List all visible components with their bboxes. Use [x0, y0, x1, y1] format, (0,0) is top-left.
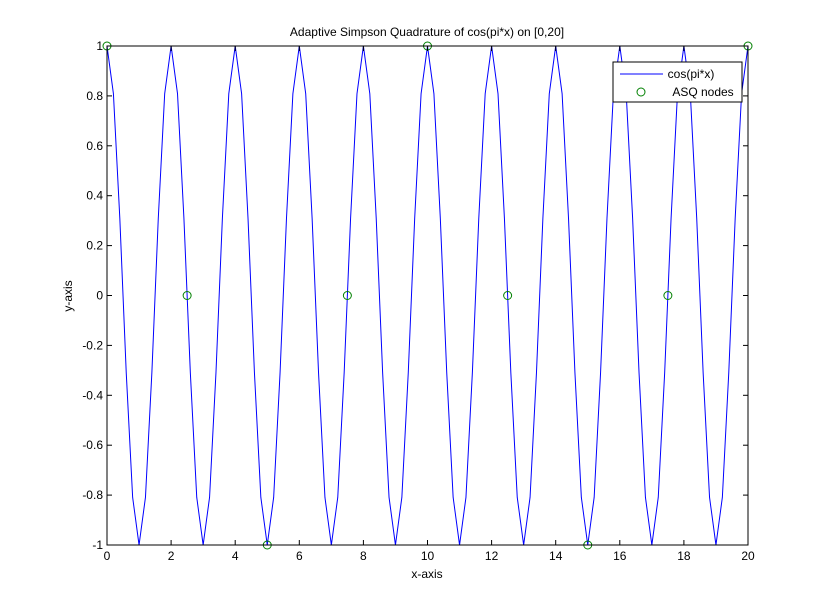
x-tick-label: 12 [485, 549, 499, 563]
y-tick-label: -0.2 [82, 338, 103, 352]
chart-title: Adaptive Simpson Quadrature of cos(pi*x)… [290, 25, 564, 39]
asq-node-point [342, 291, 352, 300]
axes-background [107, 46, 748, 545]
x-tick-label: 16 [613, 549, 627, 563]
legend: cos(pi*x) ASQ nodes [612, 61, 743, 103]
x-tick-label: 18 [677, 549, 691, 563]
y-axis-label: y-axis [61, 280, 75, 311]
plot-area: 0 2 4 6 8 10 12 14 16 18 20 -1 -0.8 -0.6 -0.4 -0.2 0 0.2 0… [82, 39, 755, 563]
legend-label-nodes: ASQ nodes [672, 85, 733, 99]
x-tick-label: 8 [360, 549, 367, 563]
legend-label-cos: cos(pi*x) [668, 67, 715, 81]
y-tick-label: -0.8 [82, 488, 103, 502]
y-tick-label: -1 [92, 538, 103, 552]
asq-node-point [663, 291, 673, 300]
x-tick-label: 6 [296, 549, 303, 563]
asq-node-point [182, 291, 192, 300]
x-tick-label: 20 [741, 549, 755, 563]
y-tick-label: -0.4 [82, 388, 103, 402]
y-tick-label: -0.6 [82, 438, 103, 452]
y-tick-label: 0.4 [86, 189, 103, 203]
y-tick-label: 0.8 [86, 89, 103, 103]
legend-box [612, 61, 743, 103]
ticks-layer: 0 2 4 6 8 10 12 14 16 18 20 -1 -0.8 -0.6 -0.4 -0.2 0 0.2 0… [82, 39, 755, 563]
x-axis-label: x-axis [411, 567, 442, 581]
asq-node-point [503, 291, 513, 300]
x-tick-label: 10 [421, 549, 435, 563]
x-tick-label: 0 [104, 549, 111, 563]
x-tick-label: 14 [549, 549, 563, 563]
legend-marker-swatch [636, 87, 646, 97]
y-tick-label: 0.6 [86, 139, 103, 153]
y-tick-label: 1 [96, 39, 103, 53]
x-tick-label: 2 [168, 549, 175, 563]
x-tick-label: 4 [232, 549, 239, 563]
y-tick-label: 0 [96, 289, 103, 303]
y-tick-label: 0.2 [86, 239, 103, 253]
